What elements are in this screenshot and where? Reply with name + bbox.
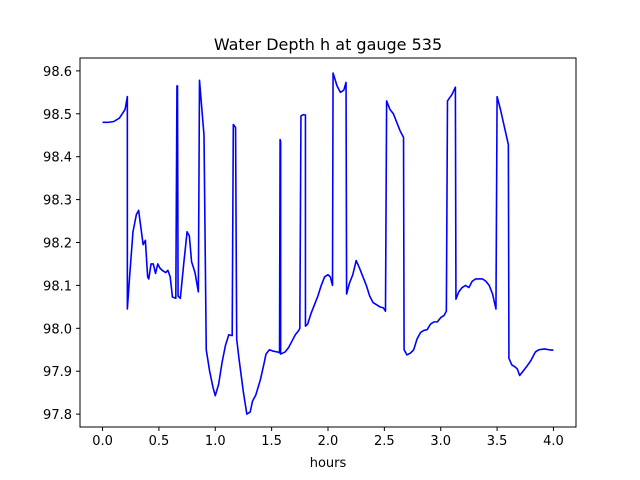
axes-frame: [79, 57, 577, 428]
y-axis-ticks: 97.8 97.9 98.0 98.1 98.2 98.3 98.4 98.5 98.6: [43, 65, 80, 423]
x-tick-label: 1.0: [205, 434, 226, 449]
y-tick-label: 98.6: [43, 65, 72, 80]
x-tick-label: 0.0: [92, 434, 113, 449]
y-tick-label: 98.1: [43, 279, 72, 294]
series-group: [102, 72, 554, 415]
x-tick-label: 3.5: [487, 434, 508, 449]
x-tick-label: 2.0: [318, 434, 339, 449]
plot-area: [79, 57, 577, 428]
x-axis-ticks: 0.0 0.5 1.0 1.5 2.0 2.5 3.0 3.5 4.0: [92, 427, 564, 449]
y-tick-label: 98.4: [43, 151, 72, 166]
x-tick-label: 3.0: [430, 434, 451, 449]
y-tick-label: 97.9: [43, 365, 72, 380]
x-tick-label: 2.5: [374, 434, 395, 449]
chart-title: Water Depth h at gauge 535: [214, 35, 442, 54]
y-tick-label: 98.5: [43, 108, 72, 123]
x-tick-label: 0.5: [149, 434, 170, 449]
x-tick-label: 4.0: [543, 434, 564, 449]
x-tick-label: 1.5: [261, 434, 282, 449]
y-tick-label: 97.8: [43, 408, 72, 423]
x-axis-label: hours: [310, 456, 347, 471]
series-line: [102, 72, 554, 415]
y-tick-label: 98.0: [43, 322, 72, 337]
y-tick-label: 98.3: [43, 194, 72, 209]
y-tick-label: 98.2: [43, 237, 72, 252]
